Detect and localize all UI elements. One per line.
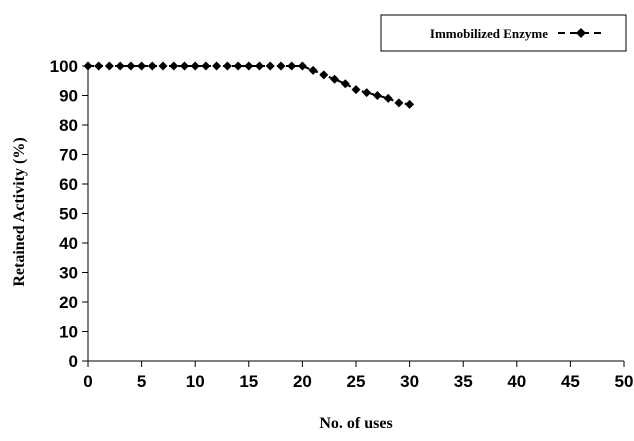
data-point <box>351 85 361 95</box>
data-point <box>190 61 200 71</box>
data-point <box>319 70 329 80</box>
x-tick-label: 45 <box>561 372 580 391</box>
x-axis-title: No. of uses <box>319 415 392 432</box>
y-tick-label: 20 <box>59 293 78 312</box>
data-point <box>276 61 286 71</box>
y-tick-label: 10 <box>59 323 78 342</box>
x-tick-label: 5 <box>137 372 146 391</box>
data-point <box>137 61 147 71</box>
x-tick-label: 40 <box>507 372 526 391</box>
data-point <box>340 79 350 89</box>
data-point <box>147 61 157 71</box>
x-tick-label: 35 <box>454 372 473 391</box>
y-tick-label: 50 <box>59 205 78 224</box>
data-point <box>83 61 93 71</box>
data-point <box>255 61 264 71</box>
x-tick-label: 0 <box>83 372 92 391</box>
data-point <box>158 61 168 71</box>
legend-marker <box>576 28 586 38</box>
data-point <box>222 61 232 71</box>
data-point <box>405 99 415 109</box>
tick-labels: 0 10 20 30 40 50 60 70 80 90 100 0 5 10 15 20 25 30 35 40 45… <box>50 57 634 391</box>
data-point <box>362 88 372 98</box>
y-tick-label: 80 <box>59 116 78 135</box>
y-axis-title: Retained Activity (%) <box>11 137 28 286</box>
y-tick-label: 90 <box>59 87 78 106</box>
data-point <box>233 61 243 71</box>
x-tick-label: 25 <box>347 372 366 391</box>
x-tick-label: 20 <box>293 372 312 391</box>
data-point <box>330 74 340 84</box>
y-tick-label: 100 <box>50 57 78 76</box>
data-point <box>372 91 382 100</box>
legend-swatch <box>558 28 605 38</box>
x-tick-label: 10 <box>186 372 205 391</box>
axes <box>82 65 625 367</box>
data-point <box>115 61 125 71</box>
data-point <box>394 98 404 108</box>
data-point <box>201 61 211 71</box>
data-point <box>244 61 254 71</box>
data-point <box>180 61 189 71</box>
legend: Immobilized Enzyme <box>380 14 627 52</box>
x-tick-label: 15 <box>239 372 258 391</box>
data-point <box>126 61 136 71</box>
data-point <box>265 61 275 71</box>
y-tick-label: 70 <box>59 146 78 165</box>
data-point <box>94 61 104 71</box>
data-point <box>104 61 114 71</box>
data-point <box>383 93 393 103</box>
x-tick-label: 50 <box>615 372 634 391</box>
y-tick-label: 60 <box>59 175 78 194</box>
data-point <box>287 61 297 71</box>
y-tick-label: 0 <box>69 352 78 371</box>
data-point <box>308 65 318 75</box>
data-point <box>169 61 179 71</box>
data-point <box>212 61 222 71</box>
series-line <box>88 65 410 106</box>
x-tick-label: 30 <box>400 372 419 391</box>
y-tick-label: 30 <box>59 264 78 283</box>
legend-label: Immobilized Enzyme <box>430 26 548 41</box>
data-point <box>297 61 307 71</box>
data-series <box>83 61 415 109</box>
y-tick-label: 40 <box>59 234 78 253</box>
